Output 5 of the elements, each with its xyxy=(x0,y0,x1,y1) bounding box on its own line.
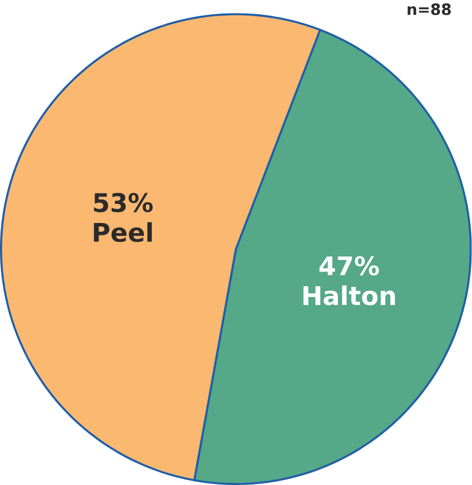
data-label: 47% xyxy=(320,256,380,276)
slice-label: Peel xyxy=(94,222,152,242)
slice-label: Halton xyxy=(304,285,395,306)
data-label: 53% xyxy=(94,192,153,212)
text: n=88 xyxy=(408,3,451,16)
